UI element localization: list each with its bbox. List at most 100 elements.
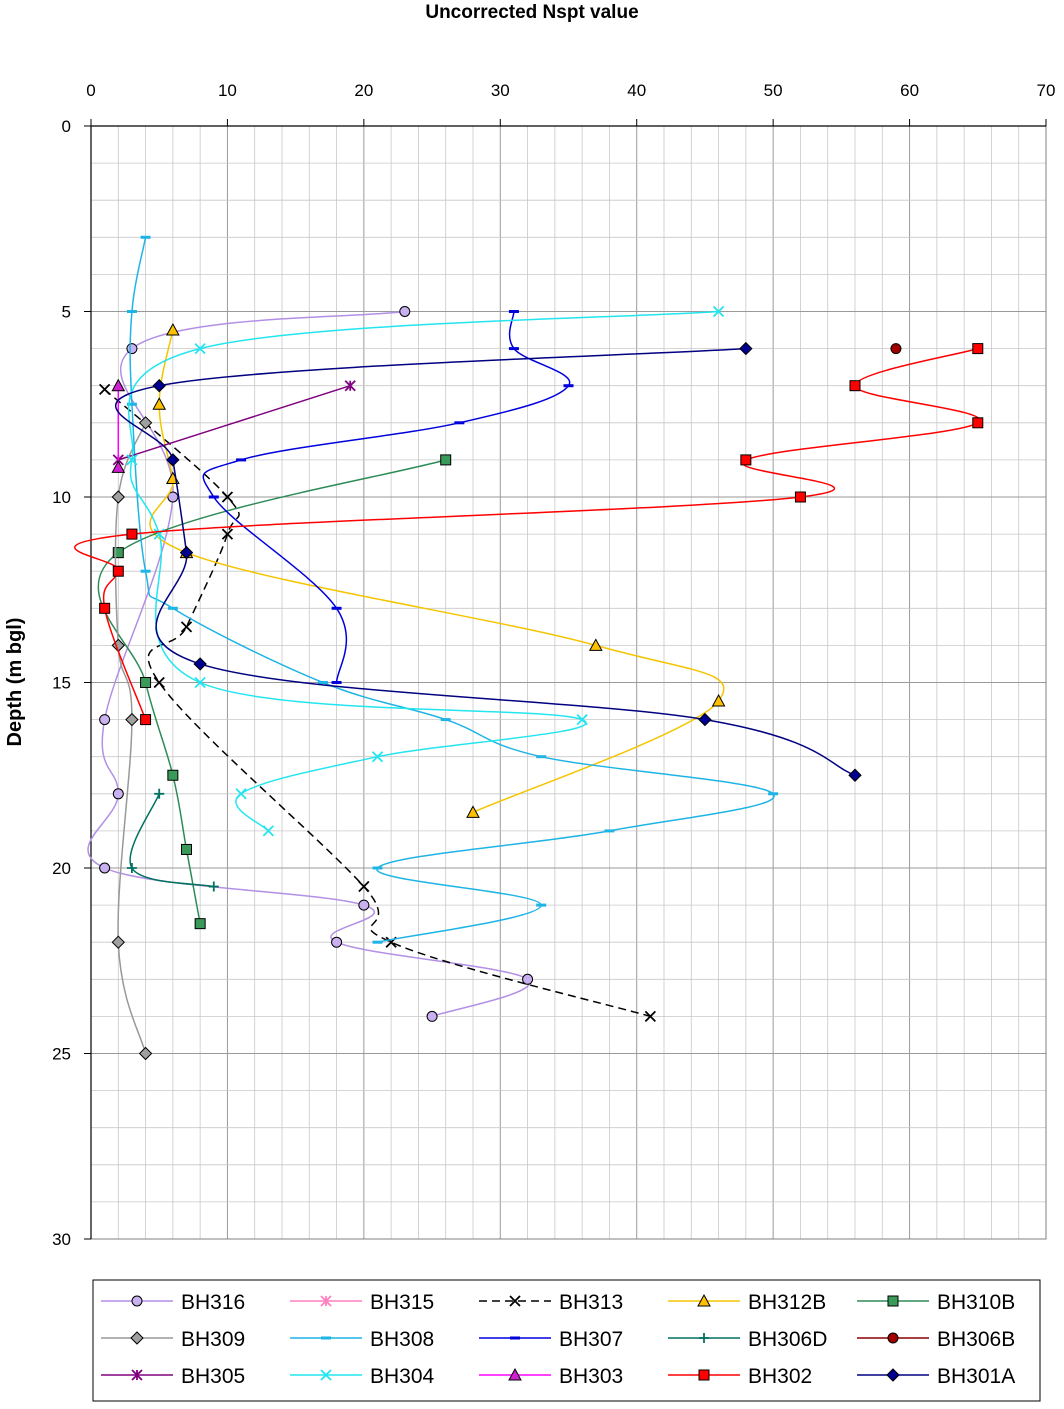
data-point-bh313 bbox=[221, 528, 234, 540]
legend-swatch-marker bbox=[130, 1331, 144, 1345]
x-tick-label: 60 bbox=[900, 81, 919, 100]
axis-layer: 0 10 20 30 40 50 60 70 0 5 10 15 20 25 30 bbox=[52, 81, 1055, 1249]
legend-item-bh313: BH313 bbox=[479, 1291, 623, 1314]
y-tick-label: 20 bbox=[52, 859, 71, 878]
data-point-bh301a bbox=[166, 453, 180, 467]
data-point-bh302 bbox=[140, 714, 152, 726]
legend-item-bh306d: BH306D bbox=[668, 1328, 827, 1351]
legend-swatch-marker bbox=[697, 1293, 711, 1307]
data-point-bh313 bbox=[221, 491, 234, 503]
series-bh302 bbox=[74, 343, 984, 726]
y-tick-label: 25 bbox=[52, 1045, 71, 1064]
legend-label: BH301A bbox=[937, 1365, 1015, 1388]
data-point-bh316 bbox=[167, 491, 179, 503]
x-tick-label: 30 bbox=[491, 81, 510, 100]
series-bh316 bbox=[87, 306, 534, 1022]
legend-label: BH313 bbox=[559, 1291, 623, 1314]
data-point-bh302 bbox=[849, 380, 861, 392]
series-bh309 bbox=[111, 416, 153, 1061]
legend-swatch-marker bbox=[886, 1368, 900, 1382]
legend-swatch-marker bbox=[320, 1295, 332, 1307]
legend-item-bh309: BH309 bbox=[101, 1328, 245, 1351]
series-bh313 bbox=[99, 383, 656, 1023]
legend-item-bh301a: BH301A bbox=[857, 1365, 1015, 1388]
data-point-bh316 bbox=[399, 306, 411, 317]
series-line-bh304 bbox=[127, 310, 719, 832]
data-point-bh316 bbox=[126, 343, 138, 355]
data-point-bh306d bbox=[126, 863, 137, 873]
data-point-bh313 bbox=[180, 621, 193, 633]
x-tick-label: 40 bbox=[627, 81, 646, 100]
data-point-bh301a bbox=[179, 545, 194, 560]
legend-item-bh310b: BH310B bbox=[857, 1291, 1015, 1314]
data-point-bh309 bbox=[138, 1046, 153, 1061]
chart-title: Uncorrected Nspt value bbox=[425, 2, 639, 23]
data-point-bh309 bbox=[111, 935, 125, 949]
series-line-bh313 bbox=[104, 388, 651, 1018]
legend-swatch-marker bbox=[699, 1333, 709, 1343]
data-point-bh310b bbox=[181, 843, 192, 855]
data-point-bh304 bbox=[194, 342, 206, 355]
data-point-bh309 bbox=[111, 490, 125, 504]
data-point-bh304 bbox=[576, 713, 588, 726]
legend-box bbox=[92, 1279, 1041, 1402]
legend-item-bh302: BH302 bbox=[668, 1365, 812, 1388]
data-point-bh306b bbox=[890, 343, 902, 355]
data-point-bh304 bbox=[371, 751, 384, 763]
data-point-bh310b bbox=[140, 677, 152, 688]
data-point-bh313 bbox=[153, 676, 165, 689]
data-point-bh304 bbox=[194, 676, 206, 689]
data-point-bh301a bbox=[698, 712, 712, 727]
data-point-bh312b bbox=[588, 638, 603, 651]
data-point-bh312b bbox=[466, 805, 480, 818]
legend-label: BH308 bbox=[370, 1328, 434, 1351]
legend-label: BH310B bbox=[937, 1291, 1015, 1314]
data-point-bh312b bbox=[711, 694, 726, 707]
legend-item-bh306b: BH306B bbox=[857, 1328, 1015, 1351]
y-tick-label: 30 bbox=[52, 1230, 71, 1249]
data-point-bh302 bbox=[112, 565, 124, 577]
data-point-bh316 bbox=[99, 714, 111, 726]
data-point-bh316 bbox=[522, 973, 534, 985]
data-point-bh301a bbox=[848, 768, 862, 782]
legend-swatch-marker bbox=[509, 1295, 521, 1307]
series-line-bh312b bbox=[149, 329, 725, 814]
data-point-bh306d bbox=[208, 881, 219, 892]
legend-swatch-marker bbox=[320, 1369, 332, 1381]
data-point-bh316 bbox=[426, 1010, 438, 1022]
x-tick-label: 10 bbox=[218, 81, 237, 100]
grid-layer bbox=[90, 125, 1047, 1240]
x-tick-label: 0 bbox=[86, 81, 95, 100]
data-point-bh304 bbox=[262, 825, 274, 837]
y-tick-label: 0 bbox=[62, 117, 71, 136]
y-tick-label: 10 bbox=[52, 488, 71, 507]
legend-swatch-marker bbox=[131, 1369, 143, 1381]
data-point-bh301a bbox=[739, 341, 753, 356]
legend-label: BH305 bbox=[181, 1365, 245, 1388]
data-point-bh316 bbox=[112, 788, 124, 800]
x-tick-label: 20 bbox=[354, 81, 373, 100]
legend-swatch-marker bbox=[887, 1295, 899, 1307]
data-point-bh305 bbox=[344, 380, 356, 392]
data-point-bh310b bbox=[112, 547, 124, 559]
data-point-bh302 bbox=[972, 343, 984, 355]
y-tick-label: 15 bbox=[52, 674, 71, 693]
series-bh306d bbox=[126, 788, 219, 892]
series-layer bbox=[74, 235, 984, 1061]
legend-swatch-marker bbox=[887, 1332, 899, 1344]
legend-label: BH302 bbox=[748, 1365, 812, 1388]
data-point-bh316 bbox=[99, 862, 111, 874]
data-point-bh310b bbox=[167, 769, 179, 781]
series-bh303 bbox=[111, 378, 126, 473]
data-point-bh303 bbox=[111, 460, 126, 473]
legend-label: BH316 bbox=[181, 1291, 245, 1314]
series-line-bh316 bbox=[87, 310, 531, 1018]
series-line-bh305 bbox=[118, 384, 351, 461]
legend-label: BH306D bbox=[748, 1328, 827, 1351]
data-point-bh302 bbox=[972, 417, 984, 429]
legend-label: BH306B bbox=[937, 1328, 1015, 1351]
data-point-bh302 bbox=[126, 528, 138, 540]
series-bh308 bbox=[126, 235, 779, 944]
data-point-bh306d bbox=[154, 788, 165, 799]
